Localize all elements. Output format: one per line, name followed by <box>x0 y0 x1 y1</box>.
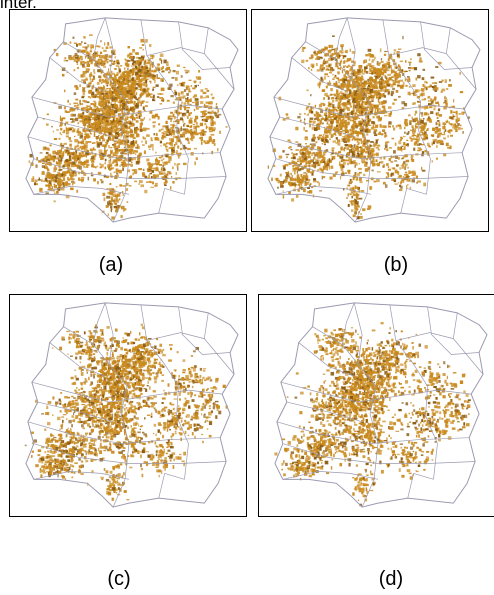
urban-map-b <box>252 10 488 231</box>
city-outline <box>267 17 481 223</box>
district-boundaries <box>27 17 235 223</box>
map-panel-a <box>9 9 247 232</box>
urban-map-d <box>259 295 494 516</box>
caption-a: (a) <box>98 254 124 276</box>
urban-area-layer <box>28 34 228 220</box>
district-boundaries <box>276 302 484 508</box>
caption-c: (c) <box>107 568 131 590</box>
urban-area-layer <box>267 35 470 220</box>
map-panel-c <box>9 294 247 517</box>
urban-map-a <box>10 10 246 231</box>
caption-d: (d) <box>378 568 404 590</box>
map-panel-d <box>258 294 494 517</box>
city-outline <box>274 302 488 508</box>
map-panel-b <box>251 9 489 232</box>
city-outline <box>25 302 239 508</box>
urban-area-layer <box>274 322 471 507</box>
urban-map-c <box>10 295 246 516</box>
district-boundaries <box>269 17 477 223</box>
city-outline <box>25 17 239 223</box>
caption-b: (b) <box>383 254 409 276</box>
district-boundaries <box>27 302 235 508</box>
